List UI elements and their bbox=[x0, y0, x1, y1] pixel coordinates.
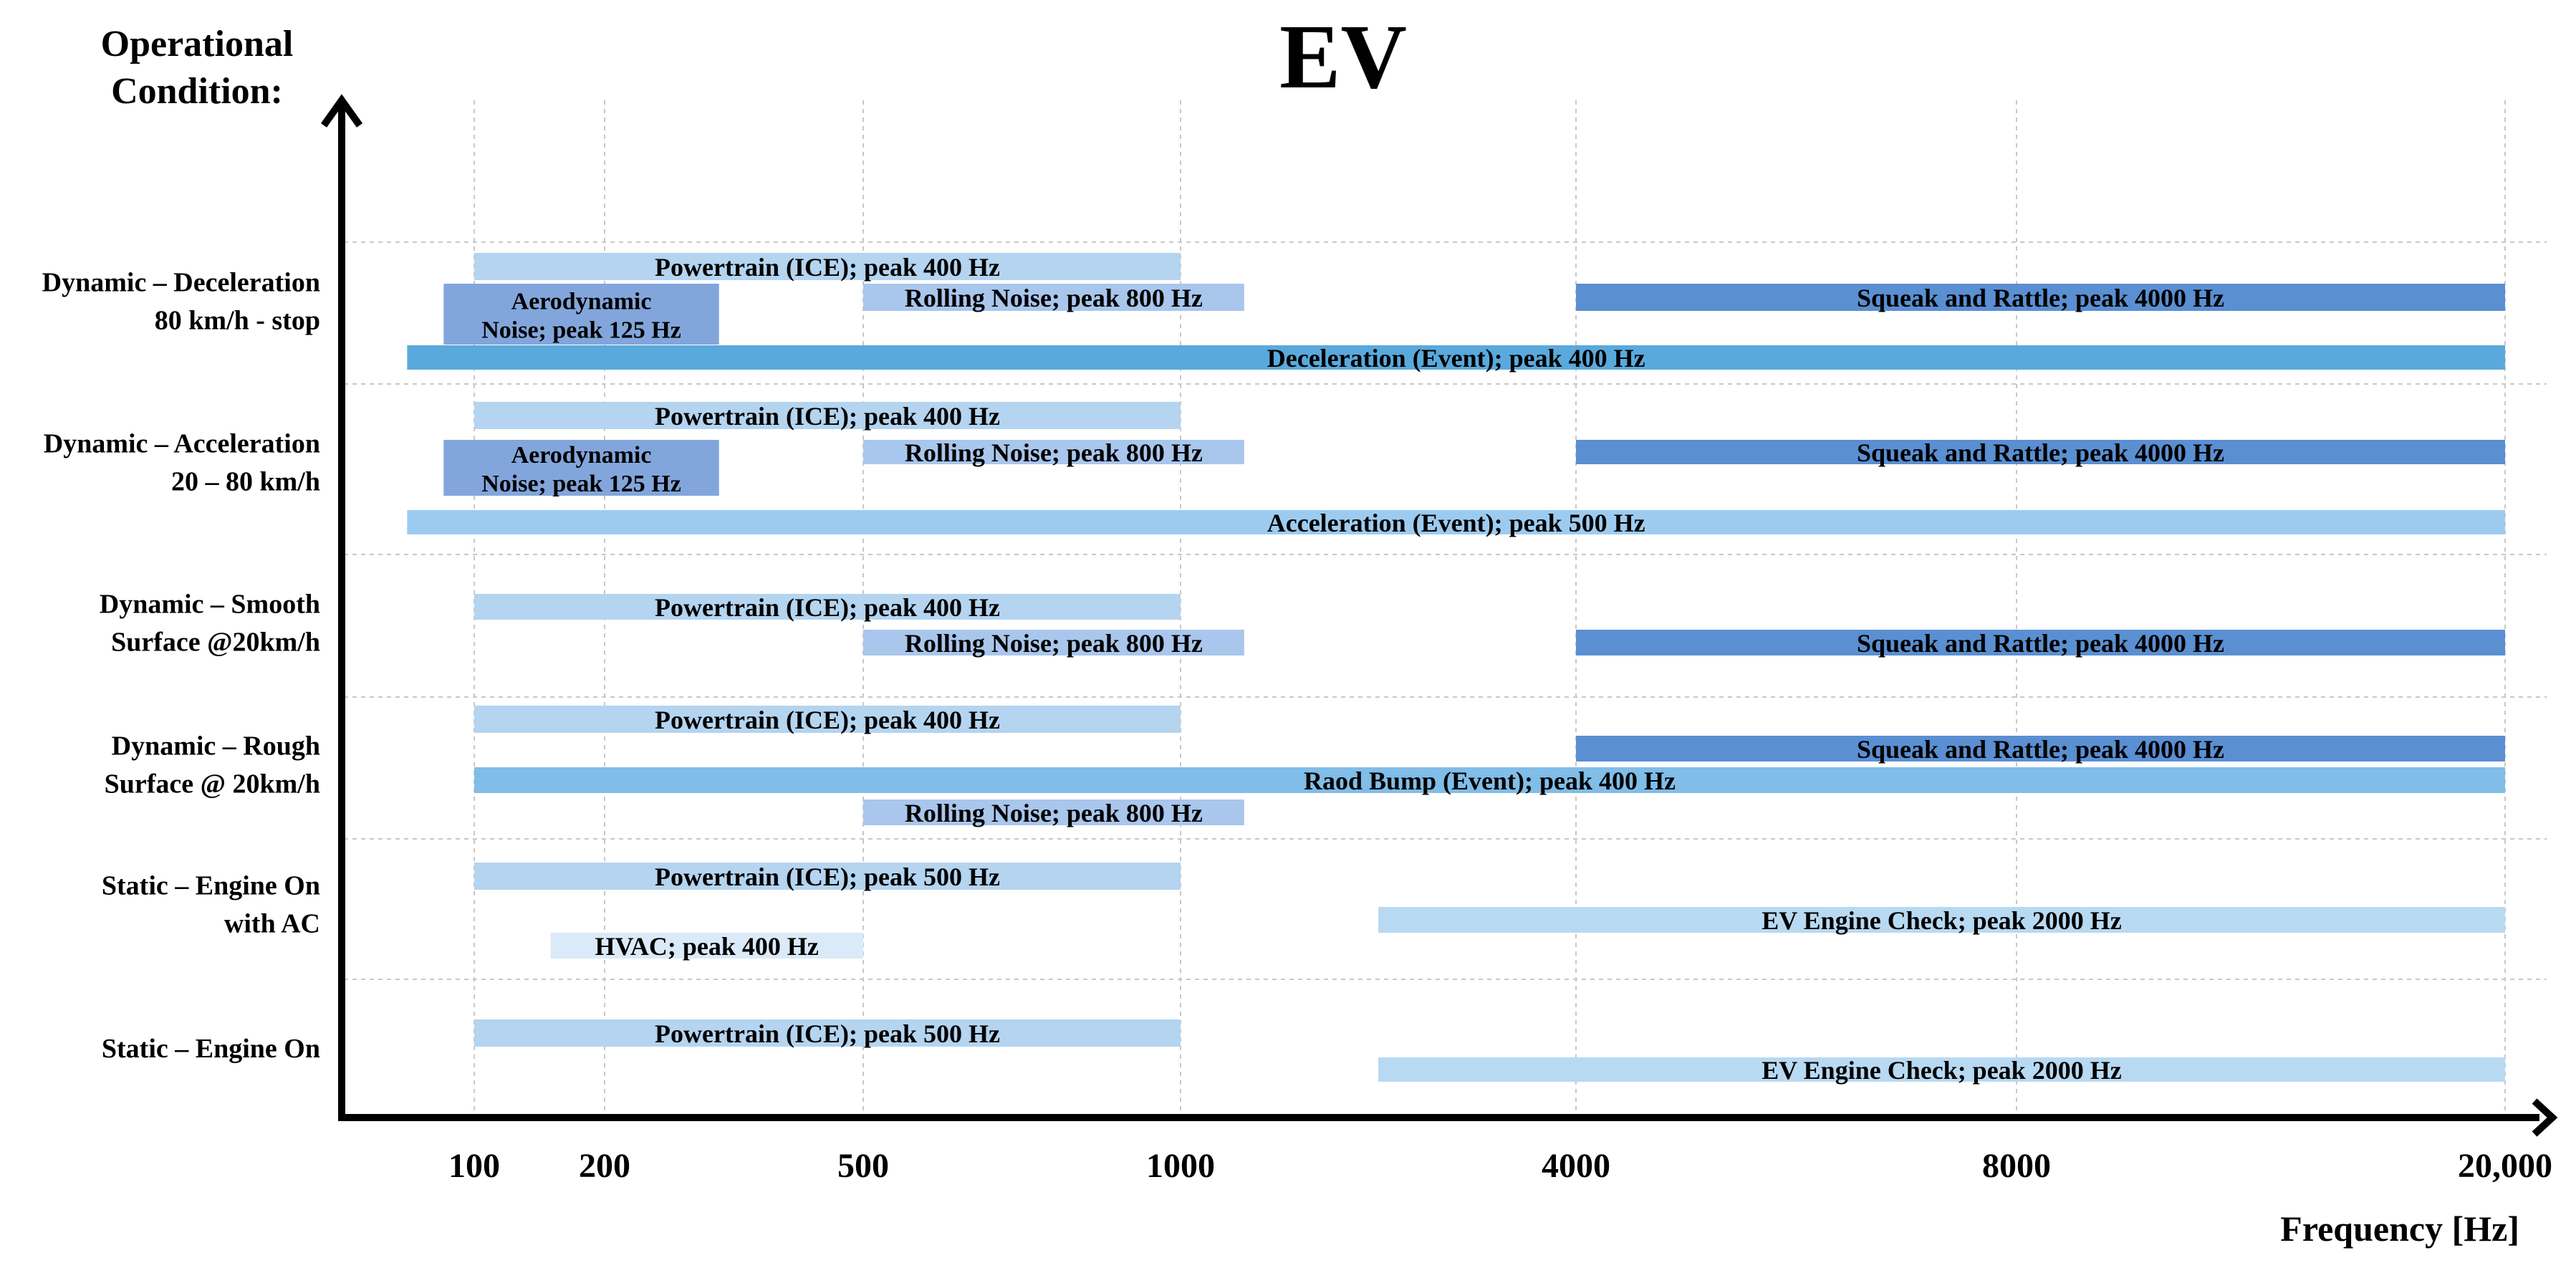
condition-label: 20 – 80 km/h bbox=[171, 467, 320, 497]
x-axis-arrow bbox=[2532, 1098, 2558, 1137]
range-bar bbox=[1576, 736, 2505, 762]
bar-label: EV Engine Check; peak 2000 Hz bbox=[1762, 906, 2121, 935]
range-bar bbox=[474, 863, 1181, 890]
y-axis-arrow bbox=[320, 94, 363, 128]
range-bar bbox=[474, 594, 1181, 620]
row-separators bbox=[344, 241, 2547, 980]
range-bar bbox=[443, 440, 719, 496]
bar-label: Squeak and Rattle; peak 4000 Hz bbox=[1857, 629, 2224, 658]
range-bar bbox=[1576, 630, 2505, 655]
condition-label: 80 km/h - stop bbox=[155, 306, 320, 336]
bar-label: Powertrain (ICE); peak 400 Hz bbox=[655, 706, 1000, 734]
x-tick-label: 500 bbox=[837, 1147, 889, 1185]
bar-label: Aerodynamic bbox=[511, 289, 652, 315]
bar-label: Noise; peak 125 Hz bbox=[481, 317, 681, 344]
range-bar bbox=[474, 767, 2505, 793]
x-tick-label: 20,000 bbox=[2458, 1147, 2552, 1185]
range-bar bbox=[863, 630, 1244, 655]
bar-label: Powertrain (ICE); peak 500 Hz bbox=[655, 1019, 1000, 1048]
bar-label: Rolling Noise; peak 800 Hz bbox=[905, 438, 1203, 467]
bar-label: Deceleration (Event); peak 400 Hz bbox=[1267, 344, 1645, 373]
range-bar bbox=[1378, 1057, 2505, 1082]
range-bar bbox=[474, 402, 1181, 429]
bar-label: EV Engine Check; peak 2000 Hz bbox=[1762, 1056, 2121, 1085]
x-axis-title: Frequency [Hz] bbox=[2280, 1209, 2519, 1249]
bar-label: Noise; peak 125 Hz bbox=[481, 471, 681, 497]
range-bar bbox=[474, 706, 1181, 733]
bar-label: Raod Bump (Event); peak 400 Hz bbox=[1304, 767, 1676, 795]
condition-labels: Dynamic – Deceleration 80 km/h - stop Dyna… bbox=[42, 268, 320, 1065]
condition-label: Surface @ 20km/h bbox=[105, 769, 320, 799]
bar-label: Powertrain (ICE); peak 400 Hz bbox=[655, 402, 1000, 431]
bar-label: Powertrain (ICE); peak 400 Hz bbox=[655, 593, 1000, 622]
bar-label: Powertrain (ICE); peak 500 Hz bbox=[655, 863, 1000, 891]
condition-label: Dynamic – Rough bbox=[112, 731, 320, 762]
x-tick-label: 1000 bbox=[1146, 1147, 1215, 1185]
bar-label: Squeak and Rattle; peak 4000 Hz bbox=[1857, 284, 2224, 312]
range-bar bbox=[863, 440, 1244, 464]
range-bar bbox=[863, 799, 1244, 825]
bar-label: HVAC; peak 400 Hz bbox=[595, 932, 819, 961]
x-tick-label: 8000 bbox=[1982, 1147, 2051, 1185]
condition-label: Dynamic – Smooth bbox=[100, 590, 320, 620]
range-bar bbox=[474, 1019, 1181, 1047]
range-bar bbox=[1378, 907, 2505, 933]
y-axis-title: Operational Condition: bbox=[101, 24, 294, 112]
bar-label: Powertrain (ICE); peak 400 Hz bbox=[655, 253, 1000, 282]
range-bar bbox=[407, 345, 2505, 370]
x-tick-label: 4000 bbox=[1542, 1147, 1610, 1185]
x-tick-labels: 100 200 500 1000 4000 8000 20,000 bbox=[448, 1147, 2552, 1185]
range-bar bbox=[1576, 284, 2505, 311]
bar-label: Rolling Noise; peak 800 Hz bbox=[905, 799, 1203, 827]
bar-label: Rolling Noise; peak 800 Hz bbox=[905, 284, 1203, 312]
condition-label: Dynamic – Acceleration bbox=[44, 429, 320, 459]
bar-label: Acceleration (Event); peak 500 Hz bbox=[1267, 509, 1645, 537]
bar-label: Rolling Noise; peak 800 Hz bbox=[905, 629, 1203, 658]
range-bar bbox=[550, 933, 863, 959]
bar-label: Aerodynamic bbox=[511, 442, 652, 469]
range-bar bbox=[1576, 440, 2505, 464]
bars: Powertrain (ICE); peak 400 HzAerodynamic… bbox=[407, 253, 2505, 1085]
bar-label: Squeak and Rattle; peak 4000 Hz bbox=[1857, 438, 2224, 467]
range-bar bbox=[407, 510, 2505, 534]
condition-label: Dynamic – Deceleration bbox=[42, 268, 320, 298]
range-bar bbox=[443, 284, 719, 345]
range-bar bbox=[863, 284, 1244, 311]
condition-label: Static – Engine On bbox=[102, 871, 320, 901]
axes bbox=[320, 94, 2558, 1137]
x-tick-label: 200 bbox=[579, 1147, 630, 1185]
chart-title: EV bbox=[1279, 6, 1407, 107]
range-bar bbox=[474, 253, 1181, 280]
condition-label: with AC bbox=[224, 909, 320, 939]
condition-label: Surface @20km/h bbox=[111, 628, 320, 658]
bar-label: Squeak and Rattle; peak 4000 Hz bbox=[1857, 735, 2224, 764]
condition-label: Static – Engine On bbox=[102, 1034, 320, 1064]
x-tick-label: 100 bbox=[448, 1147, 500, 1185]
